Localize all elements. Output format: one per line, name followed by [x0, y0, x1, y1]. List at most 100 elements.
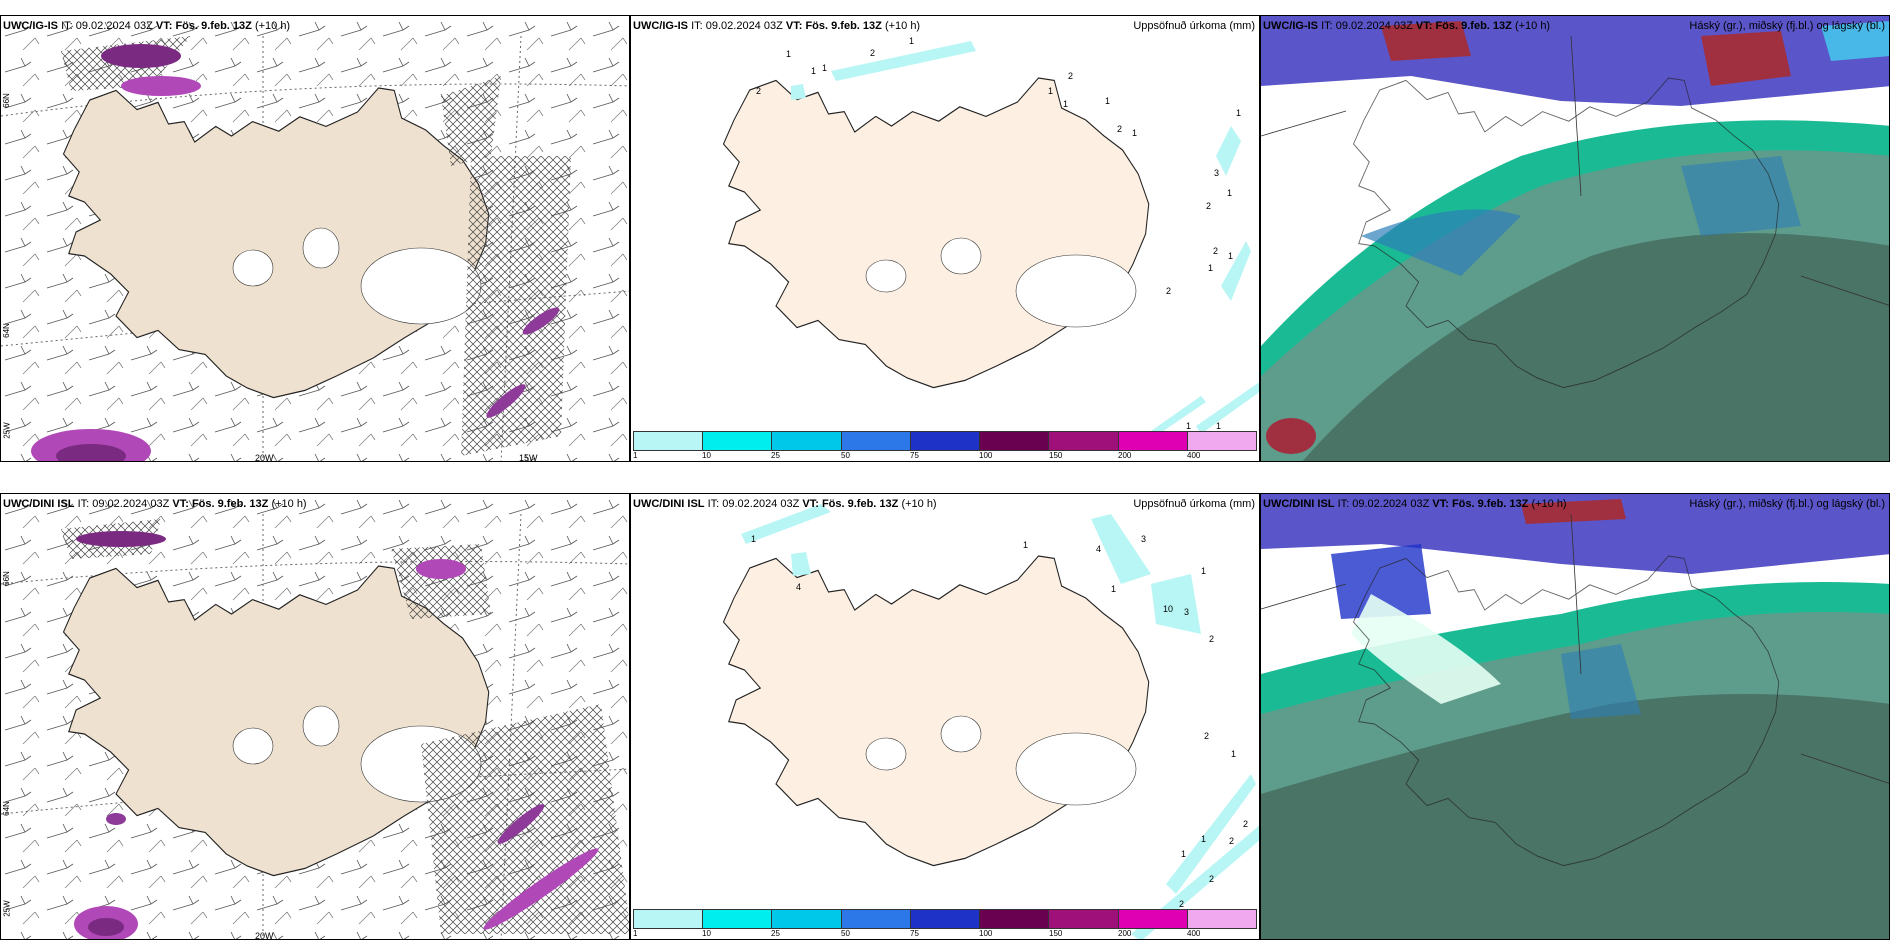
precip-value: 4 — [1096, 544, 1102, 554]
precip-value: 1 — [1236, 108, 1242, 118]
precip-map-top — [722, 41, 1259, 436]
precip-value: 1 — [1132, 128, 1138, 138]
precip-value: 2 — [870, 48, 876, 58]
precip-value: 1 — [1111, 584, 1117, 594]
precip-value: 2 — [1068, 71, 1074, 81]
colorbar-cell — [841, 910, 911, 928]
precip-title-top: Uppsöfnuð úrkoma (mm) — [1133, 20, 1255, 32]
precip-value: 2 — [1213, 246, 1219, 256]
precip-map-header-bottom: UWC/DINI ISL IT: 09.02.2024 03Z VT: Fös.… — [633, 498, 937, 510]
colorbar-tick: 100 — [979, 929, 993, 938]
precip-map-bottom — [722, 504, 1259, 939]
colorbar-tick: 25 — [771, 929, 780, 938]
precip-value: 1 — [822, 63, 828, 73]
wind-map-header-top: UWC/IG-IS IT: 09.02.2024 03Z VT: Fös. 9.… — [3, 20, 291, 32]
precip-value: 1 — [1201, 834, 1207, 844]
precip-title-bottom: Uppsöfnuð úrkoma (mm) — [1133, 498, 1255, 510]
precip-value: 2 — [1204, 731, 1210, 741]
cloud-title-bottom: Háský (gr.), miðský (fj.bl.) og lágský (… — [1689, 498, 1885, 510]
precip-value: 1 — [1228, 251, 1234, 261]
lat-label-25w: 25W — [2, 900, 12, 917]
precip-value: 3 — [1184, 607, 1190, 617]
cloud-map-top — [1261, 16, 1889, 461]
colorbar-cell — [772, 910, 842, 928]
colorbar-cell — [910, 432, 981, 450]
wind-map-panel-top: UWC/IG-IS IT: 09.02.2024 03Z VT: Fös. 9.… — [0, 15, 630, 462]
colorbar-tick: 25 — [771, 451, 780, 460]
precip-value: 1 — [1231, 749, 1237, 759]
precip-map-panel-top: UWC/IG-IS IT: 09.02.2024 03Z VT: Fös. 9.… — [630, 15, 1260, 462]
colorbar-cell — [772, 432, 842, 450]
colorbar-cell — [703, 432, 773, 450]
precip-value: 1 — [1227, 188, 1233, 198]
precip-value: 2 — [1206, 201, 1212, 211]
colorbar-cell — [1187, 432, 1256, 450]
wind-map-top — [1, 16, 629, 461]
precip-value: 2 — [1166, 286, 1172, 296]
colorbar-cell — [1118, 432, 1188, 450]
colorbar-tick: 400 — [1187, 451, 1201, 460]
colorbar-tick: 1 — [633, 451, 638, 460]
precip-value: 1 — [1186, 421, 1192, 431]
colorbar-cell — [703, 910, 773, 928]
precip-value: 1 — [811, 66, 817, 76]
precip-value: 2 — [1209, 634, 1215, 644]
colorbar-cell — [634, 910, 704, 928]
wind-map-panel-bottom: UWC/DINI ISL IT: 09.02.2024 03Z VT: Fös.… — [0, 493, 630, 940]
precip-value: 1 — [1216, 421, 1222, 431]
precip-value: 1 — [1208, 263, 1214, 273]
precip-value: 3 — [1214, 168, 1220, 178]
precip-value: 1 — [1023, 540, 1029, 550]
colorbar-cell — [910, 910, 981, 928]
cloud-map-panel-top: UWC/IG-IS IT: 09.02.2024 03Z VT: Fös. 9.… — [1260, 15, 1890, 462]
wind-map-header-bottom: UWC/DINI ISL IT: 09.02.2024 03Z VT: Fös.… — [3, 498, 307, 510]
lat-label-25w: 25W — [2, 422, 12, 439]
lat-label-64n: 64N — [1, 801, 11, 816]
precip-value: 1 — [1063, 99, 1069, 109]
precip-value: 10 — [1163, 604, 1174, 614]
colorbar-tick: 1 — [633, 929, 638, 938]
colorbar-tick: 100 — [979, 451, 993, 460]
precip-colorbar-bottom: 1 10 25 50 75 100 150 200 400 — [633, 909, 1257, 938]
precip-value: 1 — [1181, 849, 1187, 859]
precip-value: 3 — [1141, 534, 1147, 544]
precip-value: 2 — [1229, 836, 1235, 846]
cloud-map-bottom — [1261, 494, 1889, 939]
lat-label-66n: 66N — [1, 93, 11, 108]
cloud-title-top: Háský (gr.), miðský (fj.bl.) og lágský (… — [1689, 20, 1885, 32]
precip-colorbar-top: 1 10 25 50 75 100 150 200 400 — [633, 431, 1257, 460]
colorbar-cell — [634, 432, 704, 450]
colorbar-tick: 150 — [1049, 451, 1063, 460]
colorbar-cell — [841, 432, 911, 450]
colorbar-cell — [980, 910, 1050, 928]
colorbar-cell — [980, 432, 1050, 450]
colorbar-tick: 75 — [910, 451, 919, 460]
colorbar-cell — [1118, 910, 1188, 928]
colorbar-tick: 50 — [841, 451, 850, 460]
precip-value: 1 — [1105, 96, 1111, 106]
colorbar-tick: 200 — [1118, 929, 1132, 938]
precip-value: 1 — [1201, 566, 1207, 576]
colorbar-tick: 75 — [910, 929, 919, 938]
precip-value: 1 — [1048, 86, 1054, 96]
precip-value: 4 — [796, 582, 802, 592]
precip-value: 1 — [786, 49, 792, 59]
colorbar-tick: 10 — [702, 929, 711, 938]
colorbar-cell — [1187, 910, 1256, 928]
lon-label-20w: 20W — [255, 453, 274, 462]
colorbar-tick: 200 — [1118, 451, 1132, 460]
colorbar-cell — [1049, 910, 1119, 928]
precip-value: 1 — [751, 534, 757, 544]
colorbar-tick: 50 — [841, 929, 850, 938]
precip-value: 2 — [756, 86, 762, 96]
precip-value: 2 — [1243, 819, 1249, 829]
colorbar-tick: 400 — [1187, 929, 1201, 938]
precip-map-panel-bottom: UWC/DINI ISL IT: 09.02.2024 03Z VT: Fös.… — [630, 493, 1260, 940]
precip-value: 1 — [909, 36, 915, 46]
lon-label-20w: 20W — [255, 931, 274, 940]
colorbar-tick: 10 — [702, 451, 711, 460]
cloud-map-panel-bottom: UWC/DINI ISL IT: 09.02.2024 03Z VT: Fös.… — [1260, 493, 1890, 940]
colorbar-cell — [1049, 432, 1119, 450]
cloud-map-header-bottom: UWC/DINI ISL IT: 09.02.2024 03Z VT: Fös.… — [1263, 498, 1567, 510]
lon-label-15w: 15W — [519, 453, 538, 462]
